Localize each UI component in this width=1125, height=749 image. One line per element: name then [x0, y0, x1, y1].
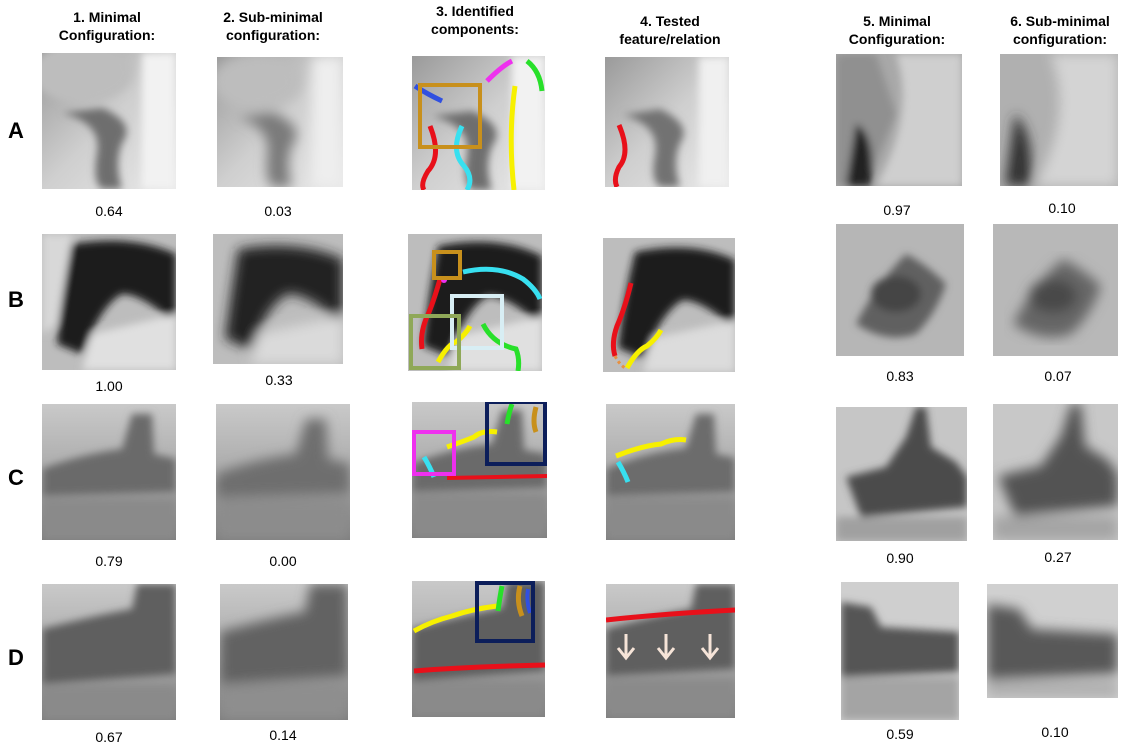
image-c6: [993, 404, 1118, 540]
blue-contour: [413, 83, 444, 104]
cyan-contour: [615, 460, 631, 483]
score-a2: 0.03: [264, 203, 292, 219]
red-contour: [612, 124, 628, 187]
row-label-b: B: [8, 287, 24, 312]
yellow-contour: [508, 85, 518, 190]
green-contour: [525, 59, 545, 92]
image-d5: [841, 582, 959, 720]
yellow-contour: [615, 437, 687, 459]
red-contour: [420, 125, 438, 190]
score-c1: 0.79: [95, 553, 123, 569]
blue-contour: [525, 588, 532, 614]
image-c5: [836, 407, 967, 541]
image-a5: [836, 54, 962, 186]
image-c3: [412, 402, 547, 538]
orange-dotted-contour: [613, 355, 626, 370]
score-d2: 0.14: [269, 727, 297, 743]
score-b2: 0.33: [265, 372, 293, 388]
image-b3: [408, 234, 542, 371]
lightblue-box: [450, 294, 504, 350]
score-a6: 0.10: [1048, 200, 1076, 216]
score-c2: 0.00: [269, 553, 297, 569]
yellow-contour: [624, 328, 664, 370]
image-d6: [987, 584, 1118, 698]
image-c4: [606, 404, 735, 540]
header-col6: 6. Sub-minimal configuration:: [1010, 13, 1110, 47]
gold-box: [418, 83, 482, 149]
green-contour: [480, 322, 522, 371]
image-b1: [42, 234, 176, 370]
image-d1: [42, 584, 176, 720]
red-contour: [606, 607, 735, 623]
image-a1: [42, 53, 176, 189]
header-col2: 2. Sub-minimal configuration:: [223, 9, 323, 43]
image-d4: [606, 584, 735, 718]
score-d5: 0.59: [886, 726, 914, 742]
yellow-contour: [435, 324, 473, 364]
score-a5: 0.97: [883, 202, 911, 218]
score-c5: 0.90: [886, 550, 914, 566]
magenta-box: [412, 430, 456, 476]
image-a3: [412, 56, 545, 190]
green-contour: [495, 585, 505, 612]
header-col4: 4. Tested feature/relation: [619, 13, 721, 47]
score-b1: 1.00: [95, 378, 123, 394]
image-c2: [216, 404, 350, 540]
score-d1: 0.67: [95, 729, 123, 745]
cyan-contour: [454, 124, 473, 190]
down-arrows: [616, 634, 720, 661]
red-contour: [413, 662, 545, 674]
score-b6: 0.07: [1044, 368, 1072, 384]
score-d6: 0.10: [1041, 724, 1069, 740]
score-a1: 0.64: [95, 203, 123, 219]
gold-box: [432, 250, 462, 280]
gold-contour: [515, 585, 525, 617]
row-label-d: D: [8, 645, 24, 670]
image-a2: [217, 57, 343, 187]
image-b2: [213, 234, 343, 364]
navy-box: [485, 402, 547, 466]
image-b4: [603, 238, 735, 372]
navy-box: [475, 581, 535, 643]
image-b6: [993, 224, 1118, 356]
cyan-contour: [462, 266, 542, 301]
score-c6: 0.27: [1044, 549, 1072, 565]
score-b5: 0.83: [886, 368, 914, 384]
header-col3: 3. Identified components:: [431, 3, 519, 37]
image-b5: [836, 224, 964, 356]
green-contour: [504, 403, 515, 425]
row-label-c: C: [8, 465, 24, 490]
magenta-contour: [485, 58, 514, 83]
image-a4: [605, 57, 729, 187]
image-d3: [412, 581, 545, 717]
olive-box: [409, 314, 461, 370]
image-a6: [1000, 54, 1118, 186]
image-c1: [42, 404, 176, 540]
yellow-contour: [412, 603, 498, 634]
header-col5: 5. Minimal Configuration:: [848, 13, 946, 47]
gold-contour: [531, 406, 539, 433]
red-contour: [610, 282, 634, 357]
red-contour: [446, 474, 547, 480]
red-contour: [419, 278, 443, 350]
row-label-a: A: [8, 118, 24, 143]
header-col1: 1. Minimal Configuration:: [58, 9, 156, 43]
image-d2: [220, 584, 348, 720]
